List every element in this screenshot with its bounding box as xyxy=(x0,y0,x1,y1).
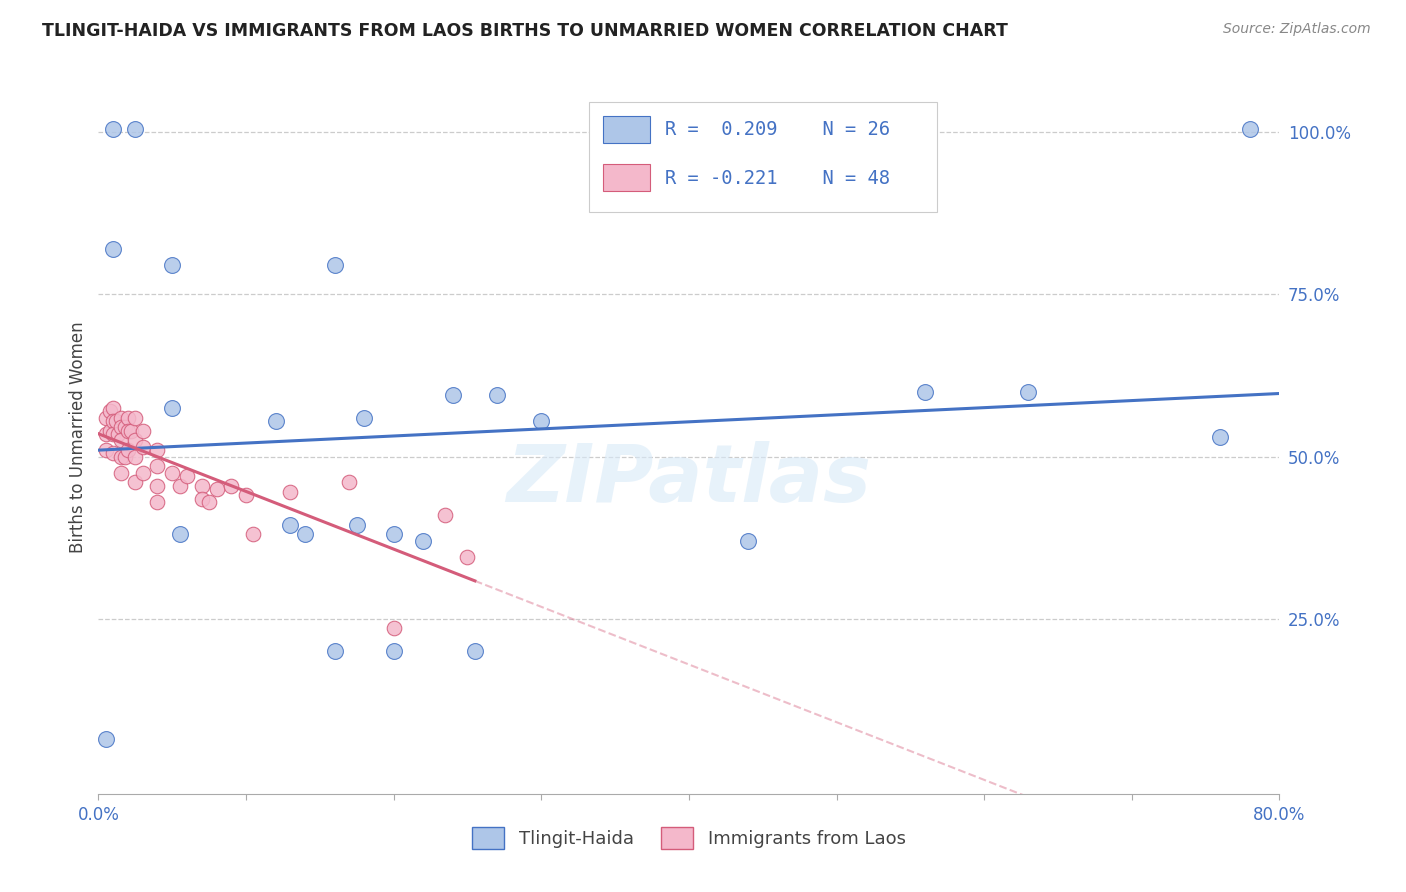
Point xyxy=(110,450,132,464)
Y-axis label: Births to Unmarried Women: Births to Unmarried Women xyxy=(69,321,87,553)
FancyBboxPatch shape xyxy=(603,164,650,191)
Point xyxy=(124,450,146,464)
Point xyxy=(117,424,139,438)
Point xyxy=(464,644,486,658)
FancyBboxPatch shape xyxy=(589,102,936,212)
Point xyxy=(294,527,316,541)
Text: TLINGIT-HAIDA VS IMMIGRANTS FROM LAOS BIRTHS TO UNMARRIED WOMEN CORRELATION CHAR: TLINGIT-HAIDA VS IMMIGRANTS FROM LAOS BI… xyxy=(42,22,1008,40)
Point xyxy=(103,401,125,415)
Point xyxy=(737,533,759,548)
Point xyxy=(146,479,169,493)
Point xyxy=(103,242,125,256)
Point xyxy=(486,388,509,402)
Point xyxy=(235,488,257,502)
Point xyxy=(132,440,155,454)
Point xyxy=(110,466,132,480)
Point xyxy=(94,410,117,425)
Point xyxy=(457,550,479,565)
Point xyxy=(94,426,117,441)
Point xyxy=(323,644,346,658)
Point xyxy=(221,479,243,493)
Point xyxy=(176,469,198,483)
Point xyxy=(434,508,457,522)
Point xyxy=(339,475,361,490)
Point xyxy=(191,479,214,493)
Point xyxy=(914,384,936,399)
Point xyxy=(110,410,132,425)
Point xyxy=(346,517,368,532)
Point xyxy=(124,122,146,136)
Point xyxy=(98,424,121,438)
Point xyxy=(98,404,121,418)
Point xyxy=(105,414,128,428)
Point xyxy=(124,475,146,490)
Point xyxy=(441,388,464,402)
Point xyxy=(124,410,146,425)
Point xyxy=(169,527,191,541)
Text: Source: ZipAtlas.com: Source: ZipAtlas.com xyxy=(1223,22,1371,37)
Point xyxy=(169,479,191,493)
Point xyxy=(162,401,183,415)
Point xyxy=(280,517,302,532)
Point xyxy=(132,466,155,480)
Point xyxy=(114,450,136,464)
Point xyxy=(1018,384,1040,399)
Point xyxy=(1209,430,1232,444)
Point xyxy=(114,420,136,434)
Point xyxy=(242,527,264,541)
FancyBboxPatch shape xyxy=(603,116,650,143)
Point xyxy=(146,443,169,458)
Point xyxy=(382,644,405,658)
Point xyxy=(412,533,434,548)
Point xyxy=(198,495,221,509)
Point xyxy=(103,414,125,428)
Point xyxy=(146,459,169,474)
Point xyxy=(162,466,183,480)
Point xyxy=(107,426,129,441)
Point xyxy=(103,122,125,136)
Text: R = -0.221    N = 48: R = -0.221 N = 48 xyxy=(665,169,890,187)
Point xyxy=(103,426,125,441)
Point xyxy=(146,495,169,509)
Point xyxy=(132,424,155,438)
Text: R =  0.209    N = 26: R = 0.209 N = 26 xyxy=(665,120,890,139)
Legend: Tlingit-Haida, Immigrants from Laos: Tlingit-Haida, Immigrants from Laos xyxy=(465,820,912,856)
Point xyxy=(1239,122,1261,136)
Point xyxy=(530,414,553,428)
Point xyxy=(94,731,117,746)
Point xyxy=(124,434,146,448)
Point xyxy=(382,622,405,636)
Point xyxy=(280,485,302,500)
Point xyxy=(162,258,183,272)
Point xyxy=(110,434,132,448)
Text: ZIPatlas: ZIPatlas xyxy=(506,441,872,519)
Point xyxy=(103,446,125,460)
Point xyxy=(323,258,346,272)
Point xyxy=(264,414,287,428)
Point xyxy=(117,443,139,458)
Point xyxy=(94,443,117,458)
Point xyxy=(117,410,139,425)
Point xyxy=(353,410,375,425)
Point xyxy=(110,420,132,434)
Point xyxy=(191,491,214,506)
Point xyxy=(382,527,405,541)
Point xyxy=(205,482,228,496)
Point xyxy=(120,424,142,438)
